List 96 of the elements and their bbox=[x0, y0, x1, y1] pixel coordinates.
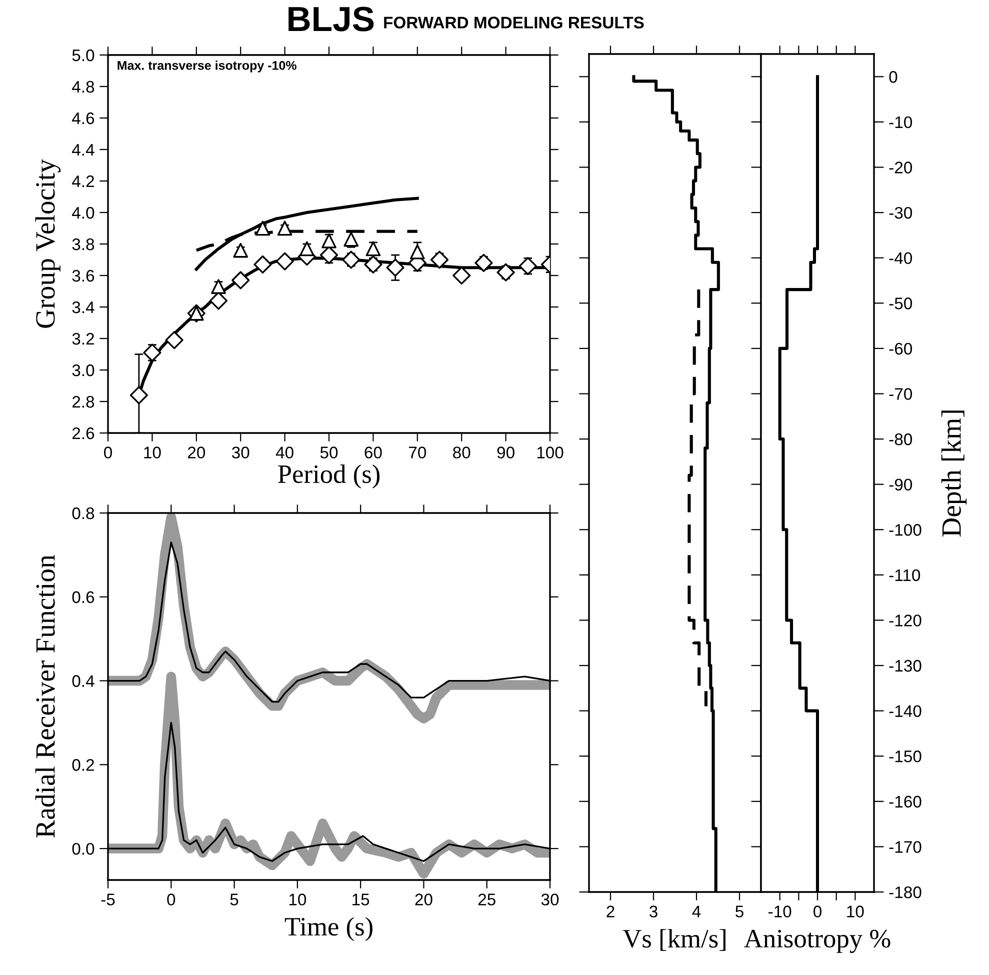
x-axis-title: Time (s) bbox=[284, 917, 372, 941]
x-tick-label: 5 bbox=[736, 906, 744, 918]
y-axis-title: Depth [km] bbox=[941, 410, 967, 537]
point bbox=[276, 252, 294, 270]
y-tick-label: 4.2 bbox=[72, 175, 94, 188]
y-tick-label: -120 bbox=[889, 614, 922, 626]
y-tick-label: 3.4 bbox=[72, 301, 94, 314]
y-tick-label: -100 bbox=[889, 524, 922, 536]
point bbox=[232, 271, 250, 290]
y-tick-label: 0.4 bbox=[72, 675, 94, 687]
y-tick-label: 4.6 bbox=[72, 112, 94, 124]
y-tick-label: 3.2 bbox=[72, 332, 94, 345]
y-tick-label: 2.6 bbox=[72, 427, 94, 440]
x-axis-title: Period (s) bbox=[278, 464, 380, 488]
x-tick-label: 10 bbox=[289, 894, 306, 906]
point bbox=[430, 250, 449, 269]
y-tick-label: 4.8 bbox=[72, 80, 94, 93]
y-tick-label: -150 bbox=[889, 750, 922, 762]
y-tick-label: -70 bbox=[889, 388, 912, 400]
x-tick-label: 15 bbox=[352, 894, 370, 906]
x-tick-label: 5 bbox=[230, 894, 238, 906]
y-tick-label: -130 bbox=[889, 660, 922, 672]
x-tick-label: 0 bbox=[167, 894, 176, 906]
y-tick-label: 0.8 bbox=[72, 507, 94, 520]
x-axis-title: Vs [km/s] bbox=[622, 929, 726, 951]
x-tick-label: 0 bbox=[104, 446, 112, 458]
point bbox=[386, 258, 404, 277]
y-tick-label: 4.0 bbox=[72, 206, 94, 219]
x-tick-label: 3 bbox=[650, 906, 658, 918]
x-tick-label: 10 bbox=[847, 906, 864, 918]
x-tick-label: 40 bbox=[276, 446, 294, 458]
y-tick-label: -50 bbox=[889, 298, 912, 310]
x-tick-label: 30 bbox=[541, 894, 559, 906]
y-tick-label: -140 bbox=[889, 705, 922, 718]
y-tick-label: -40 bbox=[889, 252, 912, 264]
point bbox=[518, 257, 537, 276]
y-tick-label: 2.8 bbox=[72, 396, 94, 408]
chart-title: BLJS bbox=[288, 6, 374, 32]
point bbox=[233, 242, 248, 258]
y-tick-label: -90 bbox=[889, 478, 912, 491]
y-tick-label: -60 bbox=[889, 342, 912, 355]
x-tick-label: -10 bbox=[768, 906, 792, 918]
point bbox=[496, 263, 515, 282]
point bbox=[255, 220, 270, 236]
point bbox=[143, 344, 162, 362]
y-tick-label: 0.6 bbox=[72, 591, 94, 604]
y-tick-label: 0.2 bbox=[72, 759, 94, 771]
point bbox=[299, 241, 314, 256]
point bbox=[211, 279, 226, 294]
y-tick-label: -80 bbox=[889, 433, 912, 446]
y-tick-label: -180 bbox=[889, 886, 922, 898]
y-tick-label: 4.4 bbox=[72, 144, 94, 156]
x-tick-label: 50 bbox=[320, 446, 338, 458]
x-tick-label: 90 bbox=[497, 446, 514, 458]
y-tick-label: 5.0 bbox=[72, 49, 94, 62]
y-axis-title: Radial Receiver Function bbox=[35, 554, 55, 838]
x-tick-label: 0 bbox=[814, 906, 822, 918]
point bbox=[474, 254, 493, 272]
y-tick-label: -110 bbox=[889, 569, 920, 582]
x-tick-label: 100 bbox=[537, 446, 564, 458]
y-tick-label: -170 bbox=[889, 841, 922, 853]
x-tick-label: 60 bbox=[364, 446, 382, 458]
point bbox=[344, 232, 359, 247]
x-tick-label: 30 bbox=[232, 446, 250, 458]
line-series bbox=[194, 196, 419, 271]
x-tick-label: 25 bbox=[478, 894, 496, 906]
x-axis-title: Anisotropy % bbox=[744, 930, 890, 953]
y-tick-label: -30 bbox=[889, 206, 912, 219]
y-tick-label: 0.0 bbox=[72, 842, 94, 855]
y-tick-label: 3.0 bbox=[72, 364, 94, 376]
point bbox=[342, 250, 360, 269]
point bbox=[277, 220, 292, 236]
annotation: Max. transverse isotropy -10% bbox=[118, 60, 296, 72]
point bbox=[364, 255, 382, 274]
x-tick-label: 20 bbox=[188, 446, 206, 458]
x-tick-label: 70 bbox=[408, 446, 426, 458]
y-tick-label: 3.8 bbox=[72, 238, 94, 250]
x-tick-label: 10 bbox=[144, 446, 161, 458]
y-tick-label: 3.6 bbox=[72, 270, 94, 282]
y-tick-label: 0 bbox=[889, 71, 898, 83]
point bbox=[254, 255, 272, 274]
point bbox=[452, 266, 471, 285]
point bbox=[410, 244, 425, 260]
y-axis-title: Group Velocity bbox=[35, 159, 61, 328]
y-tick-label: -20 bbox=[889, 162, 912, 174]
x-tick-label: 80 bbox=[453, 446, 470, 458]
x-tick-label: 2 bbox=[606, 906, 614, 918]
point bbox=[366, 241, 381, 256]
x-tick-label: -5 bbox=[101, 894, 115, 906]
y-tick-label: -160 bbox=[889, 796, 922, 808]
x-tick-label: 4 bbox=[692, 906, 701, 918]
y-tick-label: -10 bbox=[889, 116, 912, 128]
point bbox=[130, 386, 148, 404]
x-tick-label: 20 bbox=[415, 894, 432, 906]
point bbox=[165, 331, 184, 350]
chart-subtitle: FORWARD MODELING RESULTS bbox=[384, 16, 644, 28]
